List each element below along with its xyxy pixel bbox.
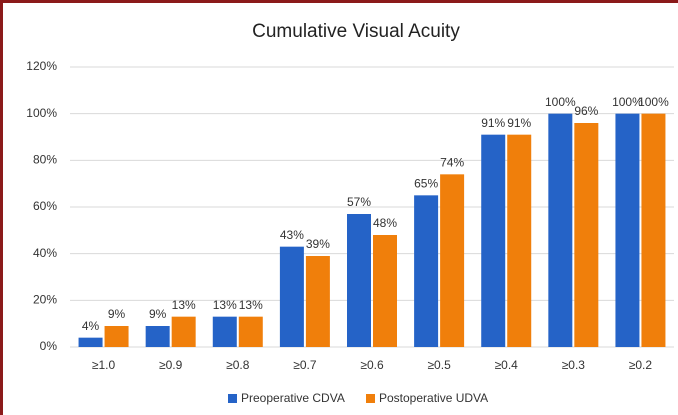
- x-tick-label: ≥0.9: [159, 358, 183, 372]
- x-tick-label: ≥0.2: [629, 358, 653, 372]
- data-label: 65%: [414, 177, 438, 191]
- data-label: 96%: [574, 104, 598, 118]
- data-label: 91%: [481, 116, 505, 130]
- y-tick-label: 100%: [26, 106, 57, 120]
- bar: [171, 316, 196, 347]
- data-label: 74%: [440, 156, 464, 170]
- bar: [615, 113, 640, 348]
- bar: [212, 316, 237, 347]
- data-label: 100%: [638, 95, 669, 109]
- bar: [548, 113, 573, 348]
- bar: [347, 214, 371, 347]
- data-label: 100%: [545, 95, 576, 109]
- data-label: 43%: [280, 228, 304, 242]
- y-tick-label: 0%: [40, 339, 58, 353]
- x-tick-label: ≥0.6: [360, 358, 384, 372]
- data-label: 48%: [373, 216, 397, 230]
- x-tick-label: ≥0.4: [495, 358, 519, 372]
- bar: [238, 316, 263, 347]
- y-tick-label: 120%: [26, 59, 57, 73]
- data-label: 13%: [172, 298, 196, 312]
- data-label: 9%: [149, 307, 167, 321]
- bar: [373, 235, 397, 347]
- legend-label: Preoperative CDVA: [241, 391, 345, 405]
- chart-title: Cumulative Visual Acuity: [252, 21, 460, 42]
- y-tick-label: 20%: [33, 293, 57, 307]
- y-tick-label: 60%: [33, 199, 57, 213]
- data-label: 9%: [108, 307, 126, 321]
- y-tick-label: 80%: [33, 153, 57, 167]
- bar: [78, 337, 103, 347]
- data-label: 13%: [213, 298, 237, 312]
- bar: [145, 326, 170, 347]
- legend-swatch: [228, 394, 237, 403]
- data-label: 39%: [306, 237, 330, 251]
- data-label: 4%: [82, 319, 100, 333]
- bar: [279, 246, 304, 347]
- data-label: 57%: [347, 195, 371, 209]
- legend-swatch: [366, 394, 375, 403]
- bar: [481, 134, 506, 347]
- bar: [104, 326, 129, 347]
- bar: [440, 174, 465, 347]
- legend-label: Postoperative UDVA: [379, 391, 488, 405]
- bar: [574, 123, 599, 347]
- data-label: 100%: [612, 95, 643, 109]
- x-tick-label: ≥1.0: [92, 358, 116, 372]
- data-label: 13%: [239, 298, 263, 312]
- data-label: 91%: [507, 116, 531, 130]
- y-tick-label: 40%: [33, 246, 57, 260]
- bar: [641, 113, 666, 348]
- x-tick-label: ≥0.5: [427, 358, 451, 372]
- x-tick-label: ≥0.7: [293, 358, 317, 372]
- x-tick-label: ≥0.8: [226, 358, 250, 372]
- bar: [414, 195, 439, 347]
- x-tick-label: ≥0.3: [562, 358, 586, 372]
- bar: [507, 134, 532, 347]
- bar: [305, 256, 330, 347]
